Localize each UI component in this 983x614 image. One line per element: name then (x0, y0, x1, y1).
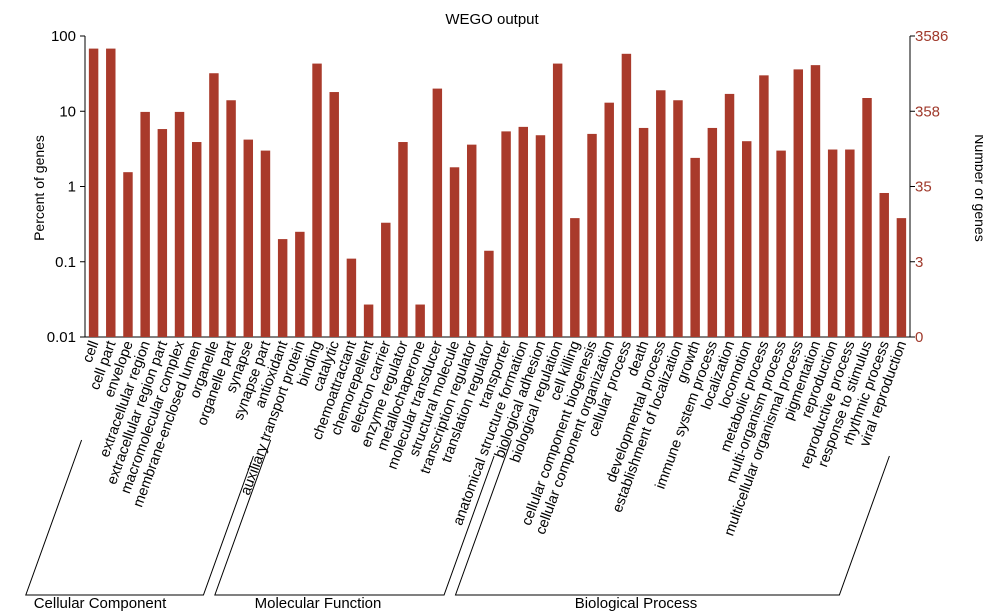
bar (484, 250, 494, 337)
group-bracket (454, 439, 890, 596)
right-y-ticks: 3586 358 35 3 0 (910, 28, 948, 346)
bar (656, 90, 666, 337)
left-tick-label: 100 (51, 28, 76, 45)
right-tick-label: 3586 (915, 28, 948, 45)
bar (552, 63, 563, 338)
bar (707, 127, 718, 337)
bar (604, 102, 614, 337)
bar (226, 100, 236, 337)
bar (741, 141, 752, 337)
bar (535, 135, 546, 337)
bar (106, 48, 116, 338)
bar (123, 172, 133, 337)
bar (415, 304, 425, 337)
category-label: cell (80, 339, 102, 365)
bar (621, 53, 632, 338)
bar (587, 133, 597, 337)
bar (879, 192, 889, 337)
bar (638, 127, 649, 337)
bar (88, 48, 99, 338)
y-axis-left-label: Percent of genes (31, 135, 47, 241)
right-tick-label: 358 (915, 103, 940, 120)
bar (466, 144, 477, 337)
left-tick-label: 0.1 (55, 254, 76, 271)
right-tick-label: 0 (915, 329, 923, 346)
bar (862, 97, 872, 337)
bar (209, 73, 219, 338)
group-bracket (25, 439, 254, 596)
bar (329, 92, 339, 337)
bar (398, 142, 408, 337)
left-tick-label: 1 (68, 179, 76, 196)
bar (174, 111, 185, 337)
bar (673, 100, 683, 337)
chart-title: WEGO output (445, 11, 539, 28)
bar (191, 142, 202, 337)
bar (449, 167, 460, 337)
group-label: Cellular Component (34, 595, 167, 612)
bar (724, 93, 735, 337)
bar (346, 258, 357, 337)
bar (845, 149, 855, 337)
bar (295, 231, 305, 337)
bar (277, 239, 288, 337)
bar (381, 222, 391, 337)
bar (140, 111, 150, 337)
group-label: Biological Process (575, 595, 698, 612)
bar (157, 129, 168, 337)
bar (896, 218, 907, 337)
left-tick-label: 0.01 (47, 329, 76, 346)
right-tick-label: 35 (915, 179, 932, 196)
bar (260, 150, 271, 337)
bar (793, 69, 804, 337)
left-y-ticks: 100 10 1 0.1 0.01 (47, 28, 85, 346)
axes (84, 36, 911, 338)
group-bracket (214, 439, 495, 596)
left-tick-label: 10 (59, 103, 76, 120)
bar (518, 126, 529, 337)
y-axis-right-label: Number of genes (972, 134, 983, 241)
bar (759, 75, 769, 338)
bar (570, 218, 580, 337)
bar (810, 65, 821, 338)
bar (363, 304, 374, 337)
bars (88, 48, 907, 338)
bar (776, 150, 786, 337)
category-groups: Cellular Component Molecular Function Biol… (25, 439, 890, 612)
bar (243, 139, 254, 337)
bar (312, 63, 322, 338)
bar (827, 149, 838, 337)
bar (690, 157, 700, 337)
right-tick-label: 3 (915, 254, 923, 271)
bar (432, 88, 443, 337)
bar (501, 131, 511, 337)
group-label: Molecular Function (255, 595, 382, 612)
